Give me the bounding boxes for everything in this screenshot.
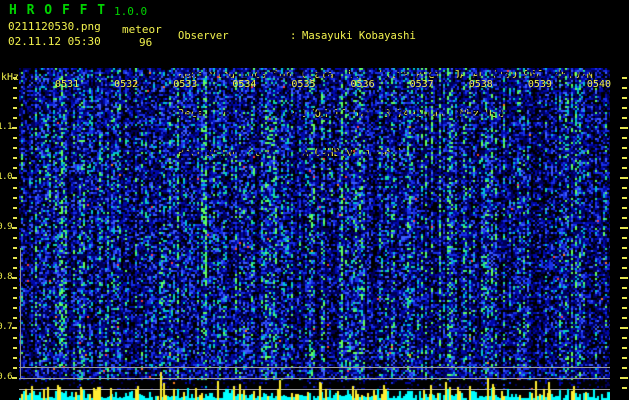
freq-tick-minor-right — [622, 247, 627, 249]
freq-tick-minor-right — [622, 257, 627, 259]
time-label: 0532 — [114, 79, 139, 90]
time-label: 0538 — [468, 79, 493, 90]
freq-tick-minor — [13, 97, 17, 99]
info-row-observer: Observer : Masayuki Kobayashi — [178, 30, 599, 43]
freq-tick-minor-right — [622, 167, 627, 169]
freq-tick-minor — [13, 77, 17, 79]
freq-tick-minor-right — [622, 97, 627, 99]
freq-tick-minor-right — [622, 317, 627, 319]
freq-tick-minor — [13, 207, 17, 209]
info-value: Masayuki Kobayashi — [302, 30, 416, 42]
app-version: 1.0.0 — [114, 5, 148, 18]
freq-tick-minor — [13, 197, 17, 199]
freq-label: 1.1 — [0, 122, 13, 132]
freq-axis-unit: kHz — [1, 72, 20, 83]
time-label: 0533 — [173, 79, 198, 90]
time-label: 0539 — [527, 79, 552, 90]
freq-tick-minor-right — [622, 157, 627, 159]
spectrogram-canvas — [19, 68, 610, 390]
freq-tick-minor-right — [622, 187, 627, 189]
freq-tick-minor — [13, 357, 17, 359]
freq-tick-minor — [13, 187, 17, 189]
time-label: 0535 — [291, 79, 316, 90]
freq-tick-major-right — [620, 277, 628, 279]
freq-tick-minor-right — [622, 107, 627, 109]
freq-tick-major-right — [620, 227, 628, 229]
time-label: 0540 — [586, 79, 611, 90]
freq-tick-minor — [13, 107, 17, 109]
freq-tick-minor-right — [622, 337, 627, 339]
echo-count: 96 — [139, 36, 153, 49]
freq-label: 0.6 — [0, 372, 13, 382]
freq-tick-minor — [13, 217, 17, 219]
freq-tick-minor — [13, 257, 17, 259]
freq-tick-minor — [13, 337, 17, 339]
freq-tick-minor — [13, 347, 17, 349]
reference-line-upper — [19, 367, 610, 368]
freq-tick-minor-right — [622, 197, 627, 199]
freq-tick-major — [12, 227, 17, 229]
freq-tick-minor — [13, 157, 17, 159]
freq-tick-minor-right — [622, 117, 627, 119]
freq-tick-minor — [13, 247, 17, 249]
time-label: 0537 — [409, 79, 434, 90]
freq-tick-major-right — [620, 377, 628, 379]
freq-tick-major-right — [620, 177, 628, 179]
freq-label: 0.9 — [0, 222, 13, 232]
freq-tick-minor-right — [622, 307, 627, 309]
freq-tick-minor — [13, 167, 17, 169]
observation-datetime: 02.11.12 05:30 — [8, 35, 101, 48]
freq-label: 0.7 — [0, 322, 13, 332]
info-colon: : — [290, 30, 297, 42]
freq-tick-minor — [13, 87, 17, 89]
freq-tick-minor-right — [622, 287, 627, 289]
freq-tick-minor — [13, 237, 17, 239]
freq-tick-major — [12, 277, 17, 279]
freq-tick-major — [12, 177, 17, 179]
freq-tick-minor — [13, 307, 17, 309]
amplitude-canvas — [19, 368, 610, 400]
freq-tick-minor — [13, 137, 17, 139]
freq-tick-minor — [13, 267, 17, 269]
freq-tick-minor — [13, 367, 17, 369]
freq-tick-minor-right — [622, 387, 627, 389]
freq-tick-major — [12, 377, 17, 379]
long-echo-trace — [20, 248, 21, 378]
freq-tick-major-right — [620, 327, 628, 329]
freq-label: 1.0 — [0, 172, 13, 182]
freq-tick-minor-right — [622, 267, 627, 269]
freq-tick-minor — [13, 287, 17, 289]
time-label: 0531 — [55, 79, 80, 90]
freq-tick-minor — [13, 297, 17, 299]
freq-tick-minor-right — [622, 87, 627, 89]
freq-tick-minor-right — [622, 347, 627, 349]
freq-tick-minor — [13, 147, 17, 149]
app-title: H R O F F T — [9, 3, 107, 18]
time-label: 0534 — [232, 79, 257, 90]
freq-tick-minor-right — [622, 237, 627, 239]
freq-tick-minor-right — [622, 207, 627, 209]
freq-tick-minor-right — [622, 147, 627, 149]
freq-tick-minor-right — [622, 367, 627, 369]
freq-tick-major-right — [620, 127, 628, 129]
freq-label: 0.8 — [0, 272, 13, 282]
freq-tick-minor-right — [622, 297, 627, 299]
freq-tick-minor-right — [622, 217, 627, 219]
freq-tick-minor — [13, 117, 17, 119]
freq-tick-major — [12, 327, 17, 329]
freq-tick-minor-right — [622, 137, 627, 139]
freq-tick-minor-right — [622, 77, 627, 79]
output-filename: 0211120530.png — [8, 20, 101, 33]
info-label: Observer — [178, 30, 229, 42]
time-label: 0536 — [350, 79, 375, 90]
mode-label: meteor — [122, 23, 162, 36]
freq-tick-minor — [13, 317, 17, 319]
freq-tick-major — [12, 127, 17, 129]
freq-tick-minor-right — [622, 357, 627, 359]
